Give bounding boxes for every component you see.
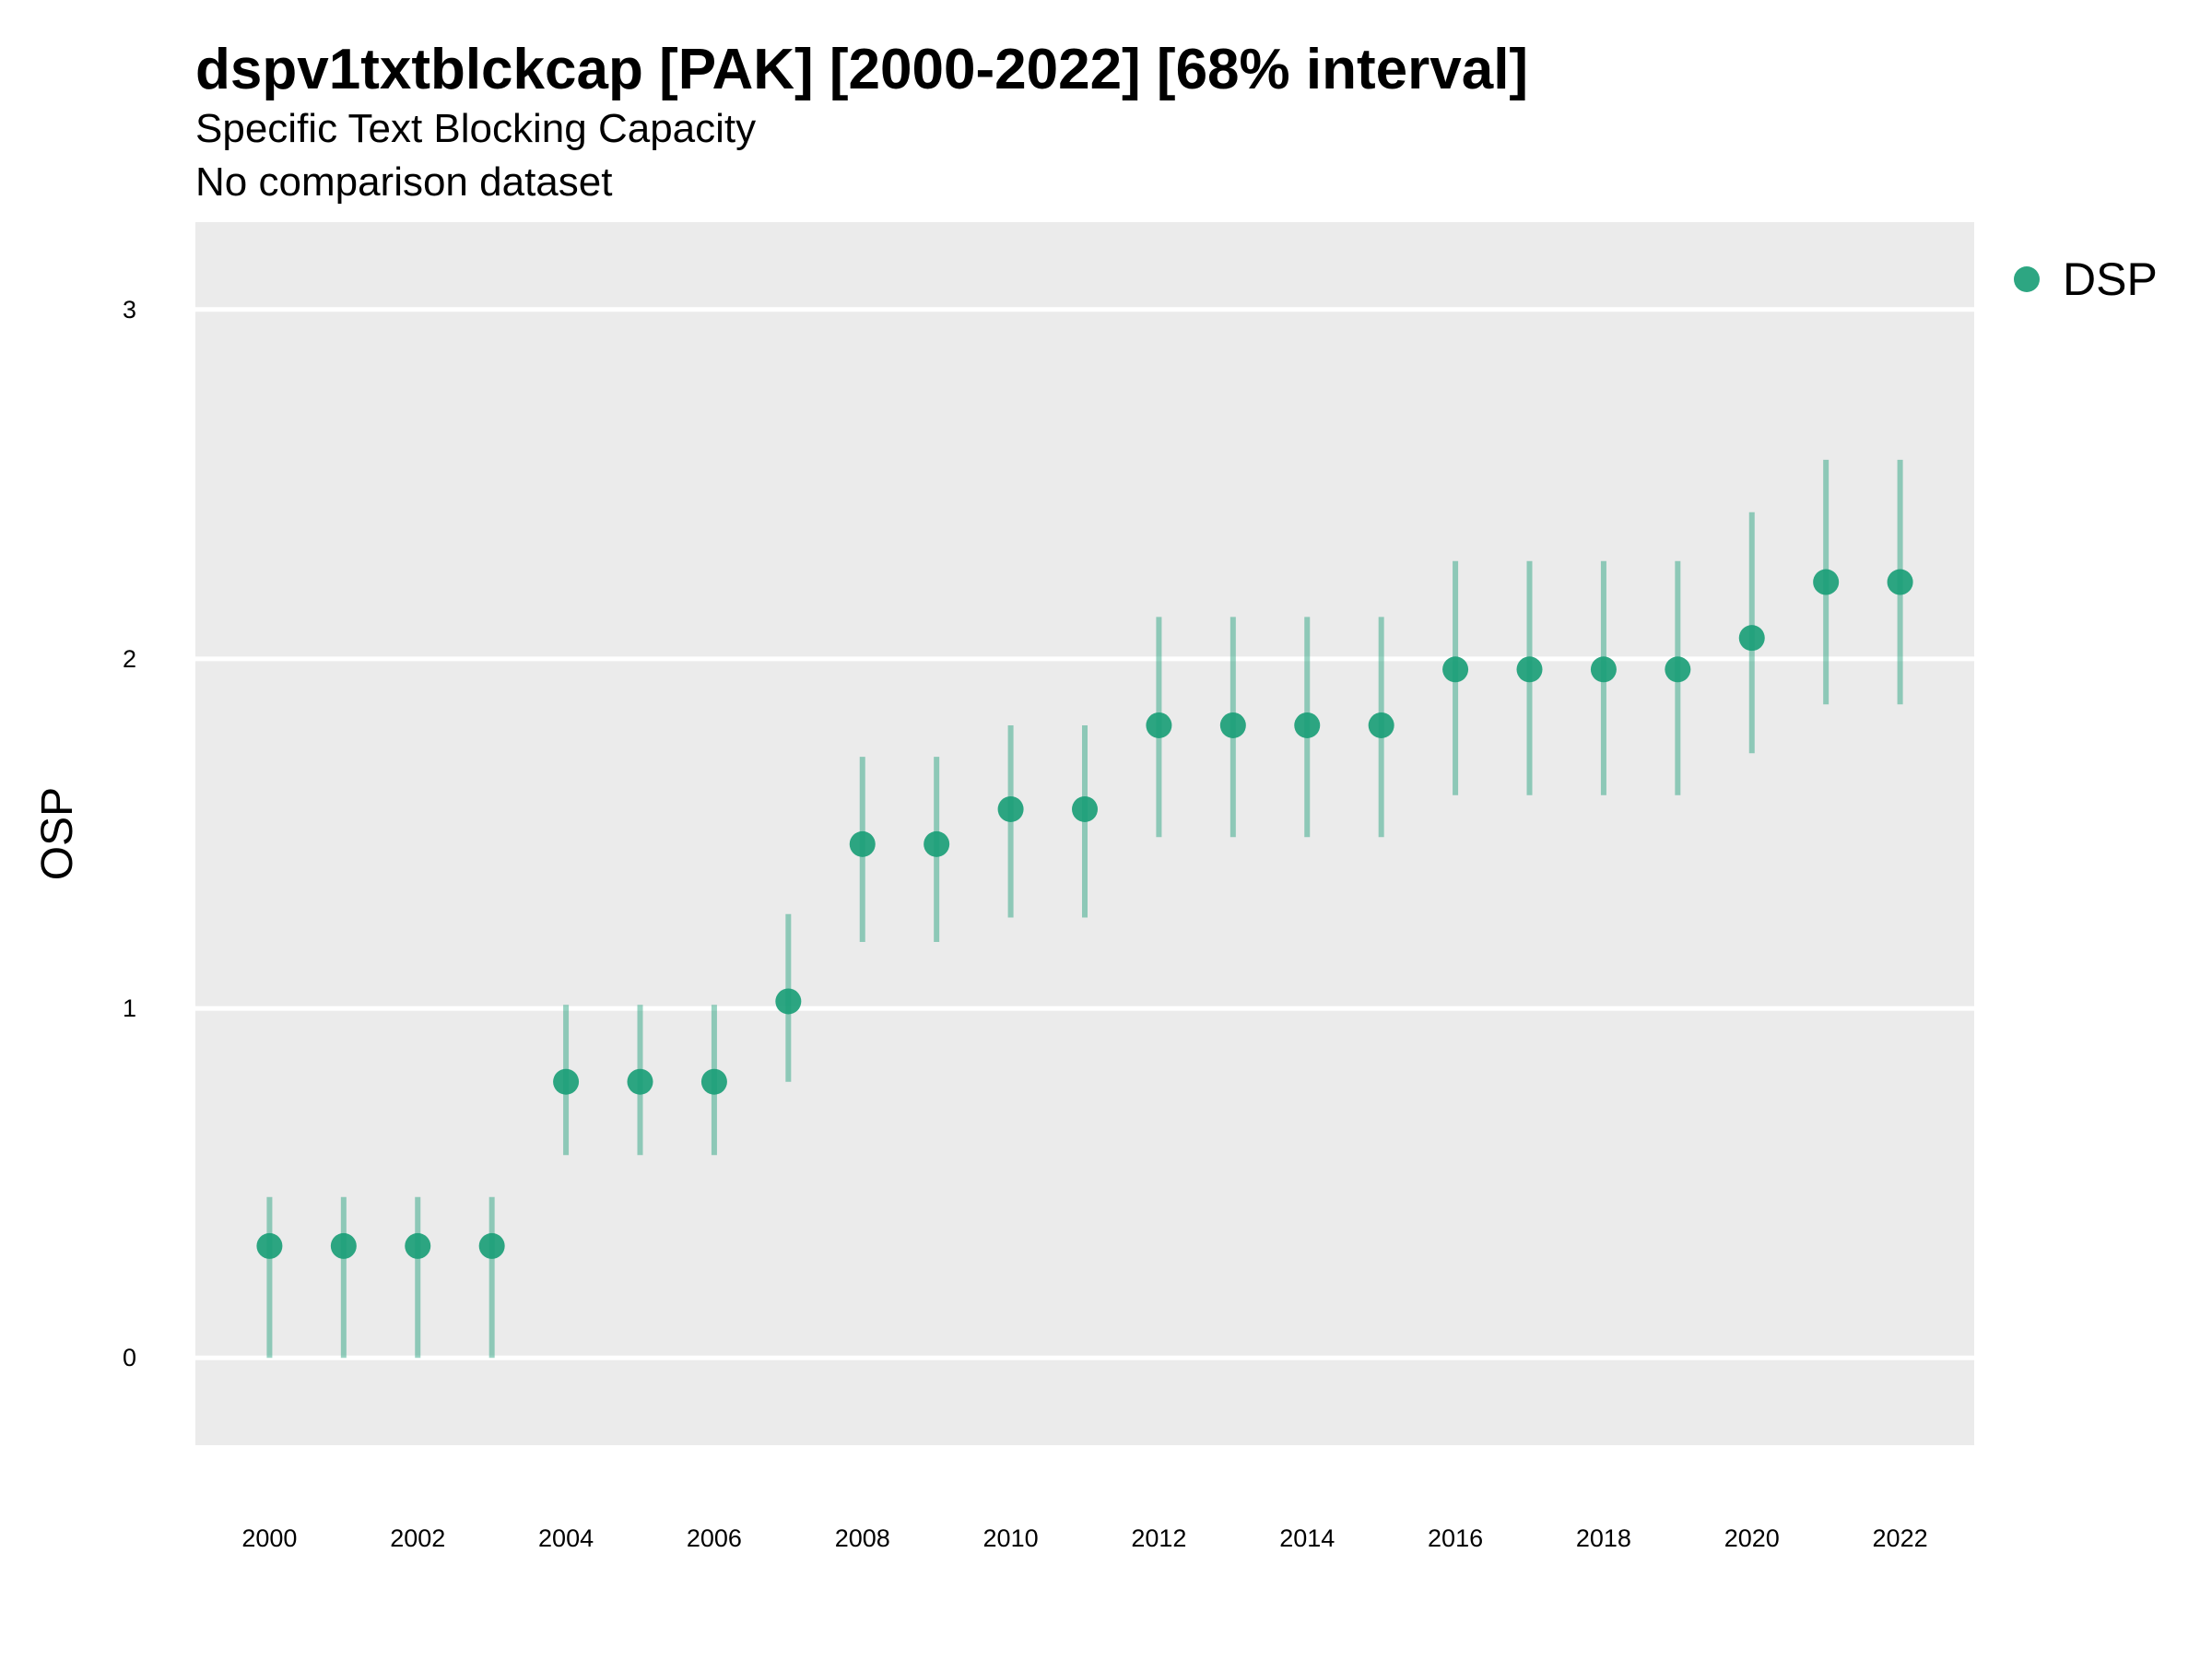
data-point-2012 [1146,712,1171,738]
legend-key-dsp [2014,266,2040,292]
data-point-2017 [1517,656,1543,682]
x-tick-label-2020: 2020 [1724,1524,1780,1552]
data-point-2010 [998,796,1024,822]
x-tick-label-2004: 2004 [538,1524,594,1552]
data-point-2020 [1739,625,1765,651]
x-axis-ticks: 2000 2002 2004 2006 2008 2010 2012 2014 2016 2018… [241,1524,1927,1552]
chart-canvas: 2000 2002 2004 2006 2008 2010 2012 2014 2016 2018… [0,0,2212,1659]
data-point-2022 [1888,570,1913,595]
data-point-2009 [924,831,949,857]
y-tick-label-0: 0 [123,1344,136,1371]
x-tick-label-2018: 2018 [1576,1524,1631,1552]
data-point-2000 [256,1233,282,1259]
y-axis-title: OSP [33,787,82,880]
x-tick-label-2000: 2000 [241,1524,297,1552]
data-point-2008 [850,831,876,857]
data-point-2007 [775,988,801,1014]
legend-label-dsp: DSP [2063,253,2158,305]
y-tick-label-2: 2 [123,645,136,673]
x-tick-label-2022: 2022 [1873,1524,1928,1552]
x-tick-label-2016: 2016 [1428,1524,1483,1552]
data-point-2014 [1294,712,1320,738]
x-tick-label-2012: 2012 [1131,1524,1186,1552]
data-point-2004 [553,1069,579,1095]
data-point-2015 [1369,712,1394,738]
x-tick-label-2014: 2014 [1279,1524,1335,1552]
x-tick-label-2006: 2006 [687,1524,742,1552]
x-tick-label-2010: 2010 [983,1524,1039,1552]
x-tick-label-2002: 2002 [390,1524,445,1552]
data-point-2019 [1665,656,1690,682]
x-tick-label-2008: 2008 [835,1524,890,1552]
legend: DSP [2014,253,2158,305]
data-point-2021 [1813,570,1839,595]
data-point-2001 [331,1233,357,1259]
data-point-2006 [701,1069,727,1095]
y-axis-ticks: 0 1 2 3 [123,296,136,1371]
y-tick-label-1: 1 [123,994,136,1022]
data-point-2002 [405,1233,430,1259]
data-point-2013 [1220,712,1246,738]
y-tick-label-3: 3 [123,296,136,324]
data-point-2018 [1591,656,1617,682]
data-point-2005 [628,1069,653,1095]
data-point-2016 [1442,656,1468,682]
data-point-2003 [479,1233,505,1259]
data-point-2011 [1072,796,1098,822]
